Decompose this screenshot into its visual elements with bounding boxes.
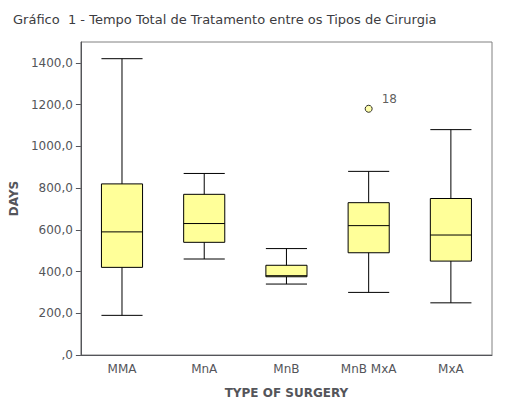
svg-text:1200,0: 1200,0: [31, 98, 73, 112]
svg-text:MMA: MMA: [108, 362, 138, 376]
svg-text:DAYS: DAYS: [7, 181, 21, 216]
svg-text:1400,0: 1400,0: [31, 56, 73, 70]
svg-text:600,0: 600,0: [39, 223, 73, 237]
svg-text:Gráfico 1 - Tempo Total de Tr: Gráfico 1 - Tempo Total de Tratamento en…: [13, 12, 437, 27]
svg-text:MnB MxA: MnB MxA: [341, 362, 397, 376]
svg-text:MxA: MxA: [438, 362, 464, 376]
svg-text:800,0: 800,0: [39, 181, 73, 195]
svg-text:TYPE OF SURGERY: TYPE OF SURGERY: [225, 386, 349, 400]
svg-text:,0: ,0: [61, 348, 72, 362]
svg-text:MnA: MnA: [191, 362, 218, 376]
svg-text:200,0: 200,0: [39, 306, 73, 320]
svg-text:400,0: 400,0: [39, 265, 73, 279]
svg-text:18: 18: [382, 92, 397, 106]
svg-text:MnB: MnB: [273, 362, 299, 376]
svg-text:1000,0: 1000,0: [31, 139, 73, 153]
